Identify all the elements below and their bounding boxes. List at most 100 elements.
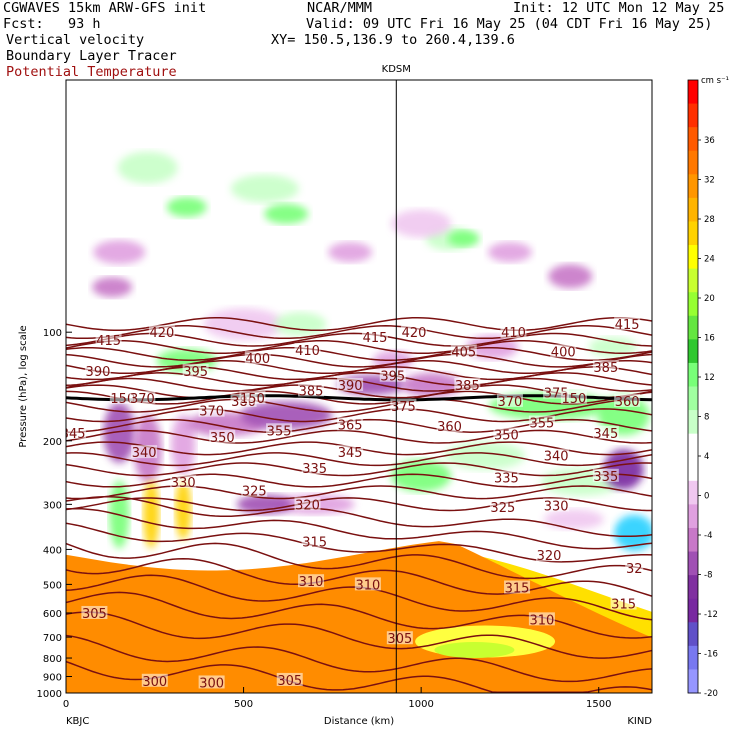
theta-line-0 bbox=[66, 317, 652, 332]
theta-label-36: 345 bbox=[338, 446, 363, 461]
theta-label-45: 330 bbox=[544, 499, 569, 514]
colorbar-label-7: 8 bbox=[704, 413, 709, 423]
colorbar-unit: cm s⁻¹ bbox=[701, 76, 729, 86]
theta-label-55: 305 bbox=[387, 632, 412, 647]
theta-label-3: 150 bbox=[110, 392, 135, 407]
theta-label-18: 385 bbox=[455, 379, 480, 394]
theta-line-26 bbox=[66, 558, 652, 597]
theta-label-43: 320 bbox=[295, 498, 320, 513]
theta-label-bg-28 bbox=[337, 417, 364, 431]
theta-label-bg-44 bbox=[489, 499, 516, 513]
theta-line-11 bbox=[66, 390, 652, 405]
vv-blob-20 bbox=[171, 414, 196, 475]
colorbar-label-3: 24 bbox=[704, 255, 715, 265]
theta-label-bg-7 bbox=[294, 342, 321, 356]
theta-label-bg-39 bbox=[493, 470, 520, 484]
theta-label-4: 370 bbox=[130, 392, 155, 407]
colorbar-swatch-1 bbox=[688, 103, 698, 128]
theta-label-bg-29 bbox=[436, 419, 463, 433]
theta-label-bg-0 bbox=[95, 332, 122, 346]
theta-label-bg-52 bbox=[610, 596, 637, 610]
colorbar-swatch-0 bbox=[688, 80, 698, 105]
theta-label-22: 375 bbox=[391, 400, 416, 415]
theta-label-bg-17 bbox=[379, 368, 406, 382]
colorbar-swatch-6 bbox=[688, 221, 698, 246]
theta-label-57: 300 bbox=[199, 676, 224, 691]
theta-label-bg-57 bbox=[198, 675, 225, 689]
theta-label-bg-23 bbox=[496, 393, 523, 407]
colorbar-label-0: 36 bbox=[704, 136, 715, 146]
header-field-potential-temperature: Potential Temperature bbox=[6, 64, 177, 80]
theta-line-18 bbox=[66, 462, 652, 477]
theta-label-10: 410 bbox=[501, 326, 526, 341]
theta-label-47: 320 bbox=[537, 549, 562, 564]
colorbar-swatch-18 bbox=[688, 504, 698, 529]
theta-label-35: 340 bbox=[132, 446, 157, 461]
x-axis-title: Distance (km) bbox=[324, 716, 394, 727]
theta-label-42: 325 bbox=[242, 485, 267, 500]
colorbar-label-8: 4 bbox=[704, 452, 709, 462]
colorbar-swatch-22 bbox=[688, 598, 698, 623]
vv-blob-10 bbox=[548, 264, 593, 289]
colorbar-swatch-13 bbox=[688, 386, 698, 411]
theta-label-bg-47 bbox=[536, 548, 563, 562]
colorbar-label-4: 20 bbox=[704, 294, 715, 304]
y-tick-label-1: 200 bbox=[43, 437, 62, 448]
vv-blob-30 bbox=[143, 480, 160, 549]
colorbar-swatch-24 bbox=[688, 645, 698, 670]
theta-label-bg-13 bbox=[550, 344, 577, 358]
theta-label-15: 385 bbox=[299, 384, 324, 399]
theta-line-8 bbox=[66, 372, 652, 387]
colorbar-label-12: -12 bbox=[704, 610, 718, 620]
theta-label-bg-50 bbox=[354, 577, 381, 591]
theta-label-41: 330 bbox=[171, 476, 196, 491]
colorbar-swatch-21 bbox=[688, 575, 698, 600]
y-axis-title: Pressure (hPa), log scale bbox=[18, 325, 29, 447]
theta-line-17 bbox=[66, 452, 652, 467]
colorbar-label-1: 32 bbox=[704, 176, 715, 186]
theta-line-3 bbox=[66, 339, 652, 355]
colorbar-frame bbox=[687, 79, 699, 694]
vv-blob-35 bbox=[543, 509, 604, 530]
theta-label-13: 400 bbox=[551, 345, 576, 360]
theta-label-bg-6 bbox=[244, 351, 271, 365]
y-tick-label-9: 1000 bbox=[37, 689, 62, 700]
theta-label-21: 150 bbox=[240, 392, 265, 407]
y-tick-label-5: 600 bbox=[43, 609, 62, 620]
vv-blob-34 bbox=[236, 494, 293, 515]
theta-label-bg-48 bbox=[625, 560, 644, 574]
theta-label-58: 305 bbox=[277, 674, 302, 689]
theta-label-bg-32 bbox=[266, 423, 293, 437]
y-tick-label-6: 700 bbox=[43, 633, 62, 644]
vv-blob-12 bbox=[203, 308, 284, 341]
colorbar-swatch-19 bbox=[688, 527, 698, 553]
theta-label-bg-26 bbox=[198, 403, 225, 417]
theta-label-bg-3 bbox=[109, 390, 136, 404]
theta-label-37: 340 bbox=[544, 450, 569, 465]
colorbar-swatch-25 bbox=[688, 669, 698, 694]
header-valid-time: Valid: 09 UTC Fri 16 May 25 (04 CDT Fri … bbox=[306, 16, 713, 32]
vv-blob-31 bbox=[175, 479, 192, 540]
vv-blob-3 bbox=[264, 203, 309, 224]
theta-label-48: 32 bbox=[626, 562, 643, 577]
theta-line-13 bbox=[66, 408, 652, 423]
theta-label-bg-4 bbox=[129, 390, 156, 404]
vv-blob-16 bbox=[588, 337, 637, 358]
vv-blob-37 bbox=[614, 514, 652, 551]
theta-label-bg-55 bbox=[386, 631, 413, 645]
theta-label-bg-34 bbox=[592, 425, 619, 439]
theta-label-27: 345 bbox=[61, 427, 86, 442]
theta-label-bg-41 bbox=[170, 474, 197, 488]
colorbar-label-2: 28 bbox=[704, 215, 715, 225]
theta-label-bg-37 bbox=[543, 448, 570, 462]
theta-line-15 bbox=[66, 429, 652, 444]
theta-label-40: 335 bbox=[593, 470, 618, 485]
colorbar-swatch-20 bbox=[688, 551, 698, 576]
theta-label-26: 370 bbox=[199, 405, 224, 420]
theta-label-23: 370 bbox=[498, 395, 523, 410]
colorbar-swatch-4 bbox=[688, 174, 698, 199]
theta-label-12: 405 bbox=[451, 345, 476, 360]
x-tick-label-0: 0 bbox=[63, 699, 69, 710]
vv-blob-13 bbox=[274, 312, 327, 337]
theta-label-25: 360 bbox=[615, 395, 640, 410]
